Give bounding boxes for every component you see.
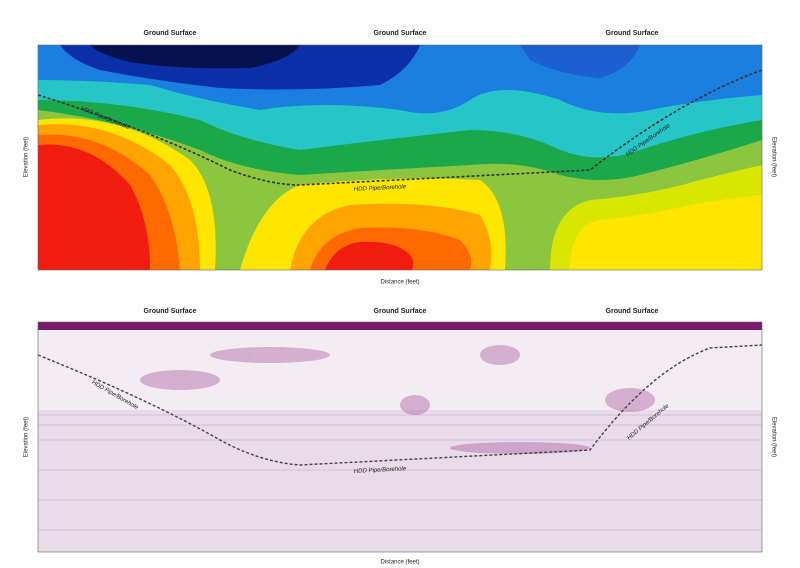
gpr-radargram [38,322,762,552]
y2-axis-title: Elevation (feet) [770,417,776,457]
y-axis-title: Elevation (feet) [24,137,30,177]
ground-surface-label: Ground Surface [606,30,659,37]
ground-surface-label: Ground Surface [144,308,197,315]
resistivity-section [38,45,762,270]
ground-surface-label: Ground Surface [606,308,659,315]
y2-axis-title: Elevation (feet) [770,137,776,177]
x-axis-title: Distance (feet) [380,280,419,286]
ground-surface-label: Ground Surface [374,30,427,37]
y-axis-title: Elevation (feet) [24,417,30,457]
ground-surface-label: Ground Surface [144,30,197,37]
pipe-label: HDD Pipe/Borehole [354,184,407,193]
ground-surface-label: Ground Surface [374,308,427,315]
pipe-label: HDD Pipe/Borehole [354,466,407,475]
x-axis-title: Distance (feet) [380,560,419,566]
